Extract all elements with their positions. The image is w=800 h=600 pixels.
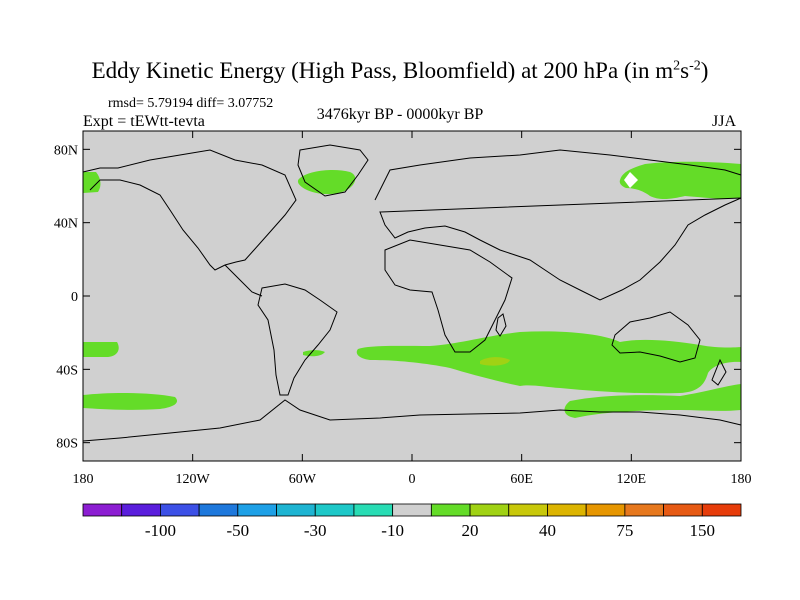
colorbar-label-6: 75 xyxy=(616,521,633,540)
coastline-madagascar xyxy=(495,313,507,337)
anomaly-region-south-atlantic-indian xyxy=(356,331,741,394)
coastline-north-america xyxy=(82,149,297,271)
lon-tick-label-5: 120E xyxy=(617,472,647,487)
coastlines xyxy=(82,144,742,442)
coastline-central-america xyxy=(224,264,263,297)
colorbar-box-11 xyxy=(508,503,548,517)
colorbar-box-7 xyxy=(353,503,394,517)
stats-text: rmsd= 5.79194 diff= 3.07752 xyxy=(108,96,274,111)
anomaly-region-south-america xyxy=(303,350,325,357)
lat-tick-label-4: 80S xyxy=(56,437,78,452)
period-label: 3476kyr BP - 0000kyr BP xyxy=(316,106,484,123)
colorbar-label-5: 40 xyxy=(539,521,556,540)
coastline-new-zealand xyxy=(711,358,727,386)
lat-tick-label-1: 40N xyxy=(54,217,78,232)
anomaly-region-yellow-patch xyxy=(480,357,510,366)
anomaly-region-greenland xyxy=(297,170,356,195)
coastline-greenland xyxy=(297,144,369,197)
lon-tick-label-4: 60E xyxy=(510,472,533,487)
colorbar-label-7: 150 xyxy=(690,521,716,540)
colorbar-box-4 xyxy=(237,503,277,517)
colorbar-box-5 xyxy=(276,503,316,517)
colorbar-box-2 xyxy=(160,503,200,517)
season-label: JJA xyxy=(712,113,737,130)
colorbar-label-3: -10 xyxy=(381,521,404,540)
coastline-europe-asia xyxy=(374,149,742,301)
lat-tick-label-0: 80N xyxy=(54,143,78,158)
colorbar-box-13 xyxy=(585,503,626,517)
anomaly-region-south-pacific-west xyxy=(83,342,119,357)
colorbar-box-8 xyxy=(392,503,432,517)
colorbar-box-1 xyxy=(121,503,161,517)
lon-tick-label-2: 60W xyxy=(289,472,317,487)
colorbar-label-0: -100 xyxy=(145,521,176,540)
anomaly-region-southern-ocean-east xyxy=(564,384,741,418)
map-area: 80N 40N 0 40S 80S 180 120W 60W 0 60E 120E 180 xyxy=(54,130,752,487)
colorbar-box-12 xyxy=(547,503,587,517)
coastline-australia xyxy=(611,311,701,363)
lon-tick-label-0: 180 xyxy=(73,472,94,487)
experiment-label: Expt = tEWtt-tevta xyxy=(83,113,205,130)
anomaly-regions xyxy=(83,161,741,418)
colorbar-box-6 xyxy=(314,503,355,517)
lon-tick-label-3: 0 xyxy=(409,472,416,487)
coastline-africa xyxy=(384,239,513,353)
lat-tick-label-2: 0 xyxy=(71,290,78,305)
plot-title: Eddy Kinetic Energy (High Pass, Bloomfie… xyxy=(91,58,709,83)
anomaly-gap-bering xyxy=(624,172,638,188)
coastline-antarctica xyxy=(82,399,742,442)
anomaly-region-south-pacific-band xyxy=(83,392,178,410)
colorbar-label-4: 20 xyxy=(462,521,479,540)
colorbar-box-16 xyxy=(701,503,742,517)
anomaly-region-siberia xyxy=(619,161,741,200)
axis-ticks: 80N 40N 0 40S 80S 180 120W 60W 0 60E 120E 180 xyxy=(54,131,752,487)
colorbar-box-0 xyxy=(82,503,123,517)
colorbar-label-1: -50 xyxy=(226,521,249,540)
colorbar-label-2: -30 xyxy=(304,521,327,540)
colorbar-box-3 xyxy=(198,503,239,517)
lon-tick-label-6: 180 xyxy=(731,472,752,487)
coastline-south-america xyxy=(257,283,338,396)
colorbar: -100 -50 -30 -10 20 40 75 150 xyxy=(82,503,742,540)
anomaly-region-alaska xyxy=(83,172,101,193)
colorbar-box-9 xyxy=(430,503,471,517)
lon-tick-label-1: 120W xyxy=(176,472,211,487)
lat-tick-label-3: 40S xyxy=(56,363,78,378)
colorbar-box-14 xyxy=(624,503,664,517)
colorbar-box-10 xyxy=(469,503,510,517)
colorbar-box-15 xyxy=(663,503,703,517)
